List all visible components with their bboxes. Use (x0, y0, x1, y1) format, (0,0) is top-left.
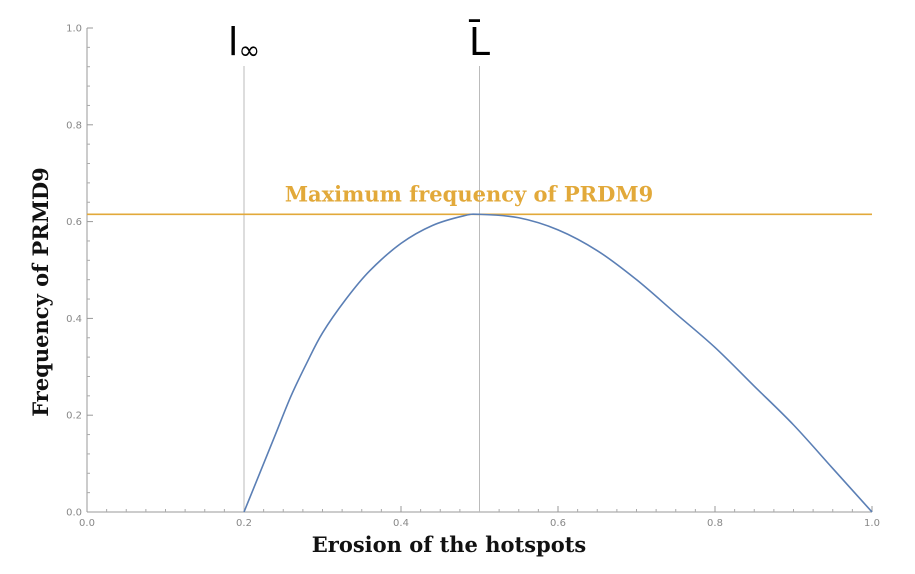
y-tick-label: 1.0 (66, 24, 82, 35)
tick-labels: 0.0 0.2 0.4 0.6 0.8 1.0 0.0 0.2 0.4 0.6 0.8 1.0 (66, 24, 880, 530)
x-tick-label: 1.0 (864, 518, 880, 529)
y-tick-label: 0.6 (66, 217, 82, 228)
y-tick-label: 0.4 (66, 314, 82, 325)
maximum-frequency-label: Maximum frequency of PRDM9 (285, 181, 653, 206)
y-tick-label: 0.2 (66, 411, 82, 422)
x-tick-label: 0.4 (393, 518, 409, 529)
x-tick-label: 0.2 (236, 518, 252, 529)
tick-marks (86, 27, 873, 513)
series-group (243, 213, 873, 513)
y-tick-label: 0.8 (66, 120, 82, 131)
l-bar-label: L̄ (469, 20, 490, 64)
annotations: l∞ L̄ Maximum frequency of PRDM9 (228, 20, 653, 206)
y-axis-label: Frequency of PRMD9 (28, 167, 53, 417)
x-tick-label: 0.8 (707, 518, 723, 529)
x-tick-label: 0.6 (550, 518, 566, 529)
x-axis-label: Erosion of the hotspots (312, 532, 586, 557)
y-tick-label: 0.0 (66, 508, 82, 519)
l-infinity-label: l∞ (228, 20, 260, 66)
frequency-curve (243, 213, 873, 513)
reference-lines (87, 66, 872, 512)
x-tick-label: 0.0 (79, 518, 95, 529)
